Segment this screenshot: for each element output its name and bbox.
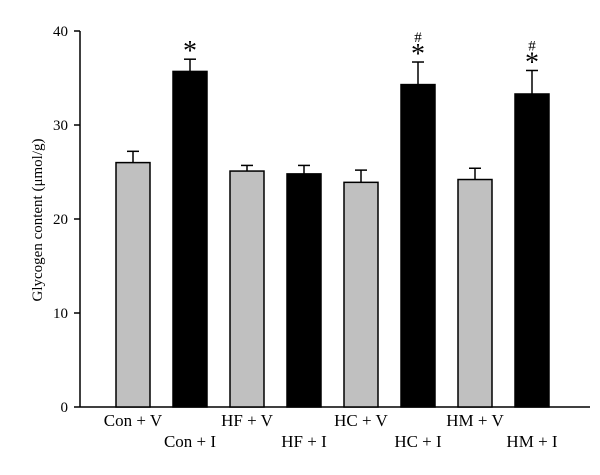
bar bbox=[286, 173, 322, 408]
y-axis-label: Glycogen content (μmol/g) bbox=[30, 138, 46, 301]
significance-markers: * *#*# bbox=[183, 30, 539, 78]
x-tick-label: HM + V bbox=[446, 411, 504, 430]
hash-marker: # bbox=[414, 30, 422, 46]
y-tick-label: 0 bbox=[61, 400, 69, 416]
x-tick-label: HF + V bbox=[221, 411, 274, 430]
y-tick-label: 30 bbox=[53, 118, 68, 134]
x-tick-label: HC + V bbox=[334, 411, 388, 430]
asterisk-marker: * bbox=[525, 47, 539, 78]
bar bbox=[400, 83, 436, 408]
x-tick-label: Con + I bbox=[164, 432, 216, 451]
bars bbox=[115, 70, 550, 408]
bar bbox=[514, 93, 550, 408]
x-tick-label: HF + I bbox=[281, 432, 327, 451]
y-tick-label: 40 bbox=[53, 24, 68, 40]
bar bbox=[115, 161, 151, 408]
bar bbox=[229, 170, 265, 408]
bar bbox=[457, 178, 493, 408]
bar bbox=[172, 70, 208, 408]
y-tick-label: 10 bbox=[53, 306, 68, 322]
bar bbox=[343, 181, 379, 408]
y-ticks: 0 10 20 30 40 bbox=[53, 24, 80, 416]
axes bbox=[79, 31, 590, 408]
asterisk-marker: * bbox=[411, 39, 425, 70]
error-bars bbox=[127, 58, 538, 183]
x-tick-label: HC + I bbox=[394, 432, 442, 451]
x-tick-label: HM + I bbox=[506, 432, 557, 451]
x-tick-label: Con + V bbox=[104, 411, 163, 430]
hash-marker: # bbox=[528, 38, 536, 54]
y-tick-label: 20 bbox=[53, 212, 68, 228]
asterisk-marker: * bbox=[183, 36, 197, 67]
